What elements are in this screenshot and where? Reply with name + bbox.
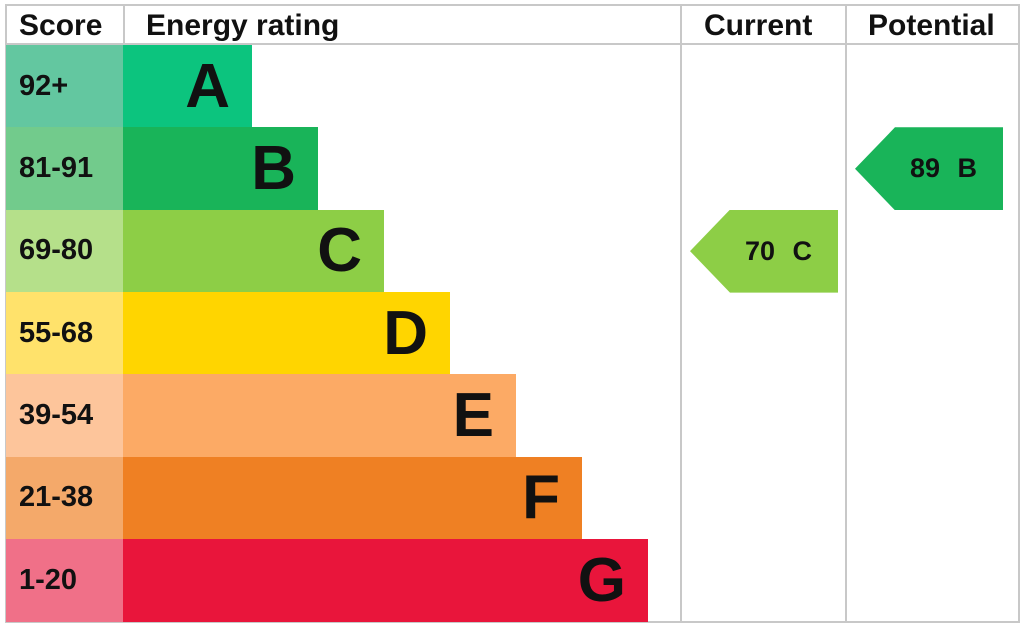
- potential-rating-label: 89 B: [909, 153, 977, 184]
- score-cell-b: 81-91: [6, 127, 123, 211]
- current-divider: [680, 4, 682, 623]
- header-current: Current: [704, 9, 813, 42]
- right-border: [1018, 4, 1020, 623]
- score-cell-g: 1-20: [6, 538, 123, 622]
- header-score: Score: [19, 9, 103, 42]
- header-energy-rating: Energy rating: [146, 9, 340, 42]
- score-cell-f: 21-38: [6, 456, 123, 540]
- rating-bar-e: E: [123, 374, 516, 457]
- rating-bar-f: F: [123, 456, 582, 540]
- current-rating-label: 70 C: [744, 235, 812, 266]
- rating-bar-d: D: [123, 291, 450, 375]
- score-cell-e: 39-54: [6, 374, 123, 457]
- score-cell-d: 55-68: [6, 291, 123, 375]
- rating-bar-a: A: [123, 45, 252, 128]
- score-cell-c: 69-80: [6, 209, 123, 293]
- rating-bar-c: C: [123, 209, 384, 293]
- top-border: [5, 4, 1019, 6]
- header-divider: [5, 43, 1019, 45]
- score-cell-a: 92+: [6, 45, 123, 128]
- current-rating-arrow: 70 C: [690, 209, 838, 293]
- header-potential: Potential: [868, 9, 995, 42]
- score-divider: [123, 4, 125, 44]
- rating-bar-g: G: [123, 538, 648, 622]
- bottom-border: [5, 621, 1019, 623]
- potential-rating-arrow: 89 B: [855, 127, 1003, 211]
- potential-divider: [845, 4, 847, 623]
- rating-bar-b: B: [123, 127, 318, 211]
